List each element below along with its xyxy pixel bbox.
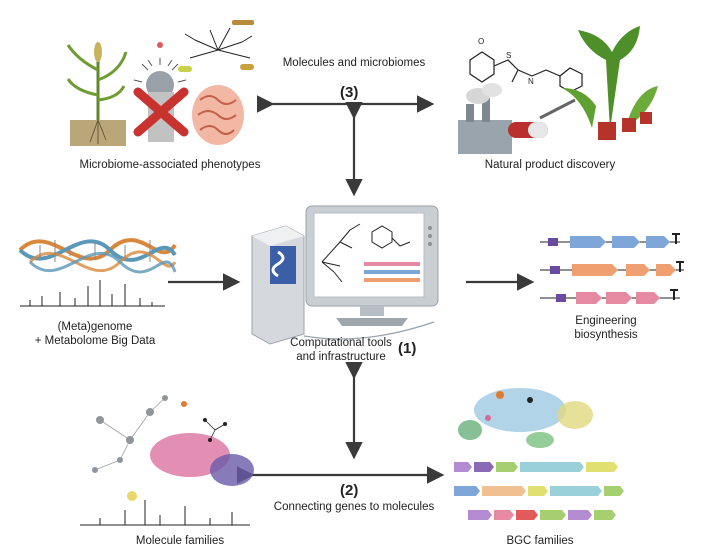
molecule-families-label: Molecule families — [135, 535, 225, 547]
svg-text:O: O — [478, 37, 484, 46]
connecting-genes-label: Connecting genes to molecules — [273, 501, 435, 513]
engineering-label-line2: biosynthesis — [574, 329, 638, 341]
computational-tools-label-line2: and infrastructure — [296, 351, 386, 363]
step-1-number: (1) — [398, 340, 417, 357]
natural-product-illustration: O S N — [458, 26, 658, 154]
molecule-network-illustration — [80, 395, 254, 526]
natural-product-discovery-label: Natural product discovery — [484, 159, 616, 171]
bgc-network-illustration — [454, 388, 624, 520]
computer-illustration — [251, 205, 439, 345]
molecules-microbiomes-label: Molecules and microbiomes — [282, 57, 426, 69]
step-2-number: (2) — [340, 482, 359, 499]
computational-tools-label-line1: Computational tools — [290, 337, 392, 349]
svg-text:S: S — [506, 51, 511, 60]
microbiome-phenotypes-label: Microbiome-associated phenotypes — [79, 159, 261, 171]
dna-spectrum-illustration — [18, 238, 177, 307]
engineering-label-line1: Engineering — [575, 315, 637, 327]
microbiome-phenotype-illustration — [66, 20, 254, 146]
svg-text:N: N — [528, 77, 534, 86]
metagenome-label-line2: + Metabolome Big Data — [34, 335, 156, 347]
metagenome-label-line1: (Meta)genome — [57, 321, 133, 333]
engineering-gene-clusters — [540, 233, 684, 304]
bgc-families-label: BGC families — [506, 535, 574, 547]
step-3-number: (3) — [340, 84, 359, 101]
